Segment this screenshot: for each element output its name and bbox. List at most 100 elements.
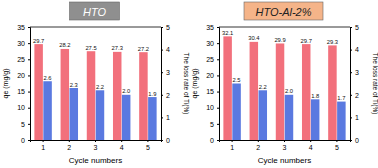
y2-tick-label: 4 [355, 46, 359, 53]
bar [328, 45, 336, 140]
y-tick-mark [217, 59, 219, 60]
x-tick-label: 4 [120, 144, 124, 151]
y2-tick-mark [350, 27, 352, 28]
y2-tick-label: 3 [166, 69, 170, 76]
data-labels: 32.130.429.929.729.32.52.22.01.81.7 [222, 30, 345, 101]
y2-tick: 0 [350, 137, 359, 144]
y-tick: 0 [210, 137, 219, 144]
x-tick-label: 2 [67, 144, 71, 151]
data-label: 29.3 [327, 39, 338, 45]
y-tick-label: 35 [17, 24, 25, 31]
panel: 32.130.429.929.729.32.52.22.01.81.712345… [191, 2, 378, 165]
bar [96, 90, 104, 140]
y2-tick-mark [161, 140, 163, 141]
y-tick: 20 [206, 72, 219, 79]
x-axis: 12345 [220, 140, 351, 151]
y-tick-label: 0 [210, 137, 214, 144]
y-tick-mark [217, 140, 219, 141]
x-tick-mark [147, 140, 148, 142]
x-tick-label: 5 [335, 144, 339, 151]
y2-tick: 1 [161, 114, 170, 121]
y2-tick: 3 [350, 69, 359, 76]
data-label: 32.1 [222, 30, 233, 36]
data-label: 2.0 [122, 88, 130, 94]
y-tick-mark [217, 43, 219, 44]
y-tick-mark [28, 27, 30, 28]
y2-tick-mark [350, 117, 352, 118]
y2-tick: 4 [350, 46, 359, 53]
y2-tick-mark [161, 72, 163, 73]
y2-tick-mark [161, 50, 163, 51]
y2-tick-mark [350, 140, 352, 141]
bar [43, 81, 51, 140]
y2-tick-label: 0 [166, 137, 170, 144]
y2-tick-label: 1 [355, 114, 359, 121]
data-label: 2.5 [233, 77, 241, 83]
y-tick-label: 5 [21, 121, 25, 128]
y-tick-label: 0 [21, 137, 25, 144]
y2-tick: 2 [161, 92, 170, 99]
x-tick-label: 3 [283, 144, 287, 151]
x-tick-mark [43, 140, 44, 142]
y-tick-label: 30 [206, 40, 214, 47]
title-background [244, 2, 323, 20]
y2-tick: 0 [161, 137, 170, 144]
title: HTO [83, 6, 106, 18]
x-tick-mark [284, 140, 285, 142]
x-tick: 4 [120, 140, 124, 151]
title-background [70, 2, 120, 20]
data-label: 27.5 [85, 45, 96, 51]
y2-tick-mark [161, 117, 163, 118]
x-tick-label: 1 [41, 144, 45, 151]
bar [302, 44, 310, 140]
frame [30, 27, 161, 28]
x-tick: 1 [41, 140, 45, 151]
y-tick-label: 15 [17, 88, 25, 95]
y-tick: 20 [17, 72, 30, 79]
y-axis: 0 5 10 15 20 25 30 35 [17, 24, 30, 144]
bar [276, 43, 284, 140]
data-label: 27.2 [138, 46, 149, 52]
data-label: 1.9 [148, 91, 156, 97]
y-tick-mark [217, 124, 219, 125]
y-tick-mark [28, 108, 30, 109]
y-tick: 15 [206, 88, 219, 95]
y2-tick-label: 5 [355, 24, 359, 31]
x-axis-line [31, 141, 162, 143]
y-tick-label: 30 [17, 40, 25, 47]
bar [250, 42, 258, 140]
y2-tick: 1 [350, 114, 359, 121]
bar [223, 36, 231, 140]
y-tick-mark [28, 43, 30, 44]
title-box: HTO [70, 2, 120, 20]
y-tick-label: 10 [17, 104, 25, 111]
y2-tick-label: 0 [355, 137, 359, 144]
x-tick-mark [310, 140, 311, 142]
x-axis-title: Cycle numbers [258, 156, 311, 165]
y-tick: 25 [17, 56, 30, 63]
x-tick-label: 5 [146, 144, 150, 151]
y-tick-label: 25 [206, 56, 214, 63]
y-tick-mark [28, 92, 30, 93]
bar [148, 97, 156, 140]
bars [223, 36, 345, 140]
x-tick-mark [336, 140, 337, 142]
y2-tick-mark [350, 72, 352, 73]
y-tick-label: 15 [206, 88, 214, 95]
y-tick: 0 [21, 137, 30, 144]
y-tick: 30 [206, 40, 219, 47]
y-tick: 35 [17, 24, 30, 31]
data-label: 2.3 [70, 82, 78, 88]
figure: 29.728.227.527.327.22.62.32.22.01.912345… [0, 0, 378, 168]
y2-tick-label: 3 [355, 69, 359, 76]
bar [61, 49, 69, 140]
y-axis-title: qe (mg/g) [2, 69, 10, 99]
data-label: 2.6 [44, 75, 52, 81]
y2-tick-label: 2 [355, 92, 359, 99]
bar [34, 44, 42, 140]
y-tick-label: 10 [206, 104, 214, 111]
y2-tick-mark [161, 27, 163, 28]
y-axis-line [28, 28, 31, 141]
y2-tick-label: 1 [166, 114, 170, 121]
y2-tick: 5 [350, 24, 359, 31]
